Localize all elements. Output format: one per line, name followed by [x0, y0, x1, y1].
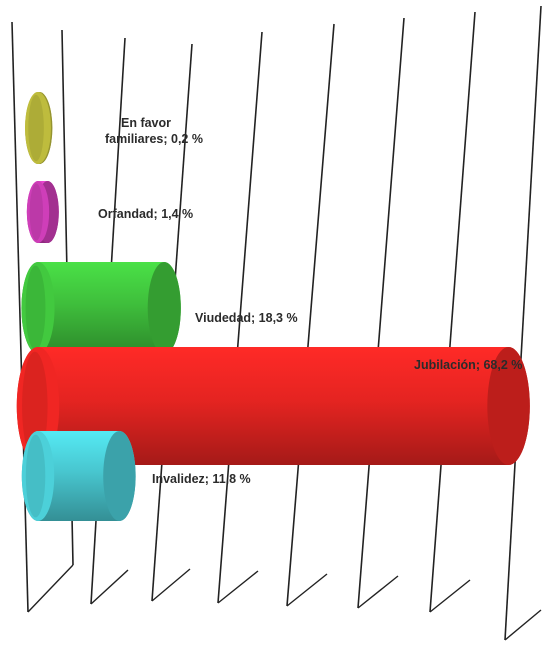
bar-end-cap: [487, 347, 530, 465]
label-layer: En favor familiares; 0,2 % Orfandad; 1,4 %…: [98, 116, 522, 486]
bar-start-shade: [25, 265, 46, 351]
bar-orfandad: [26, 180, 59, 243]
gridline: [217, 31, 263, 604]
data-label-jubilaci-n: Jubilación; 68,2 %: [414, 358, 522, 372]
data-label-en-favor-familiares: En favor familiares; 0,2 %: [105, 116, 203, 146]
bar-viudedad: [21, 262, 181, 354]
bar-invalidez: [21, 431, 136, 521]
axis-tick: [217, 570, 259, 604]
axis-tick: [151, 568, 191, 602]
axis-tick: [27, 564, 74, 613]
axis-tick: [504, 609, 542, 641]
bar-end-cap: [147, 262, 181, 354]
axis-tick: [286, 573, 328, 607]
bar-start-shade: [25, 434, 46, 518]
grid-layer: [11, 5, 542, 641]
gridline: [429, 11, 476, 613]
data-label-invalidez: Invalidez; 11,8 %: [152, 472, 251, 486]
bar-en-favor-familiares: [25, 92, 53, 164]
axis-tick: [429, 579, 471, 613]
gridline: [504, 5, 542, 641]
axis-tick: [90, 569, 129, 605]
gridline: [286, 23, 335, 607]
bar-end-cap: [103, 431, 136, 521]
bar-start-shade: [29, 183, 44, 241]
bar-jubilaci-n: [16, 347, 530, 465]
bar-start-shade: [28, 94, 44, 162]
data-label-orfandad: Orfandad; 1,4 %: [98, 207, 193, 221]
gridline: [11, 21, 29, 613]
bar-body: [21, 262, 181, 354]
bar-body: [16, 347, 530, 465]
axis-tick: [357, 575, 399, 609]
data-label-viudedad: Viudedad; 18,3 %: [195, 311, 298, 325]
gridline: [357, 17, 405, 609]
bar-layer: [16, 92, 530, 521]
